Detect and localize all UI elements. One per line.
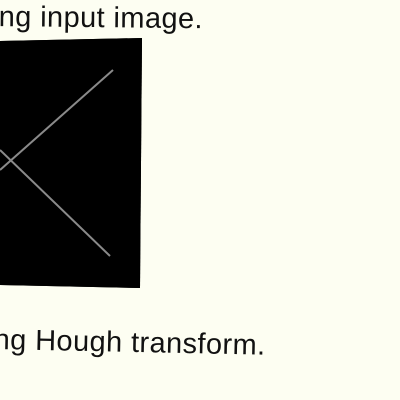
input-image	[0, 38, 142, 288]
input-image-canvas	[0, 38, 142, 288]
image-line-descending-right	[0, 149, 111, 257]
image-line-descending-left	[0, 69, 114, 171]
image-background	[0, 38, 142, 288]
input-image-caption: ing input image.	[0, 0, 204, 36]
hough-transform-caption: ng Hough transform.	[0, 323, 266, 362]
